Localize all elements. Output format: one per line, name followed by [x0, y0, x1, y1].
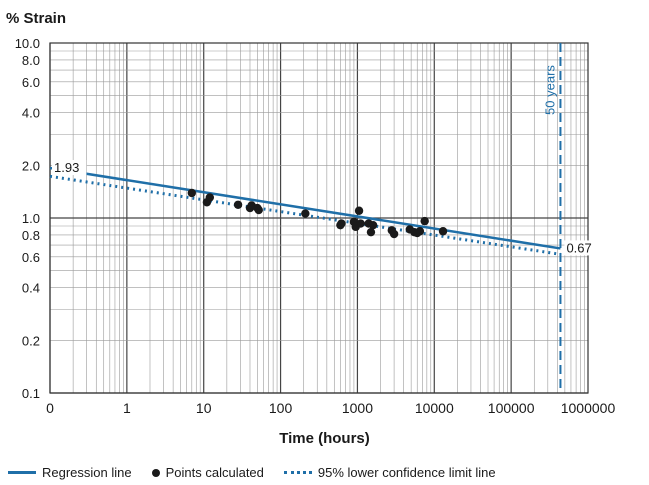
y-tick-label: 4.0 [22, 106, 40, 121]
annotation-value: 0.67 [566, 240, 591, 255]
y-tick-label: 2.0 [22, 158, 40, 173]
y-tick-label: 0.4 [22, 281, 40, 296]
x-tick-label: 10 [196, 400, 212, 416]
annotation-bg [564, 240, 599, 256]
annotation-50-years: 50 years [542, 65, 557, 115]
y-tick-label: 0.8 [22, 228, 40, 243]
plot-frame [49, 42, 589, 394]
y-tick-label: 1.0 [22, 211, 40, 226]
data-point [366, 227, 376, 237]
x-tick-label: 1 [123, 400, 131, 416]
grid [49, 43, 588, 394]
legend-item-points: Points calculated [151, 465, 264, 480]
data-point [254, 205, 263, 215]
data-point [420, 216, 429, 226]
data-point [356, 219, 365, 228]
annotation-value: 1.93 [54, 160, 79, 175]
data-point [205, 193, 214, 202]
x-tick-label: 1000000 [561, 400, 616, 416]
legend-item-regression: Regression line [8, 465, 132, 480]
y-tick-label: 0.1 [22, 386, 40, 401]
x-tick-label: 10000 [415, 400, 454, 416]
legend-label-regression: Regression line [42, 465, 132, 480]
x-tick-label: 1000 [342, 400, 373, 416]
y-tick-label: 10.0 [15, 36, 40, 51]
y-tick-label: 0.6 [22, 250, 40, 265]
regression-line-swatch [8, 471, 36, 474]
x-tick-label: 100 [269, 400, 293, 416]
x-tick-label: 0 [46, 400, 54, 416]
annotation-bg [52, 160, 87, 176]
data-point [187, 188, 197, 198]
x-axis-title: Time (hours) [279, 430, 370, 447]
regression-line [49, 166, 561, 250]
data-point [389, 229, 399, 239]
data-point [354, 206, 364, 215]
y-tick-label: 8.0 [22, 53, 40, 68]
data-point [233, 200, 243, 209]
x-tick-label: 100000 [488, 400, 535, 416]
legend-item-confidence: 95% lower confidence limit line [283, 465, 496, 480]
data-point [415, 227, 425, 236]
y-tick-label: 6.0 [22, 75, 40, 90]
points-dot-swatch [151, 468, 160, 477]
y-tick-label: 0.2 [22, 333, 40, 348]
data-point [337, 219, 346, 228]
y-axis-title: % Strain [6, 10, 67, 27]
confidence-line-swatch [283, 471, 312, 474]
legend-label-points: Points calculated [165, 465, 264, 480]
data-point [301, 209, 310, 218]
legend: Regression line Points calculated 95% lo… [8, 465, 516, 480]
data-point [368, 220, 378, 230]
data-point [438, 227, 448, 236]
legend-label-confidence: 95% lower confidence limit line [317, 465, 496, 480]
